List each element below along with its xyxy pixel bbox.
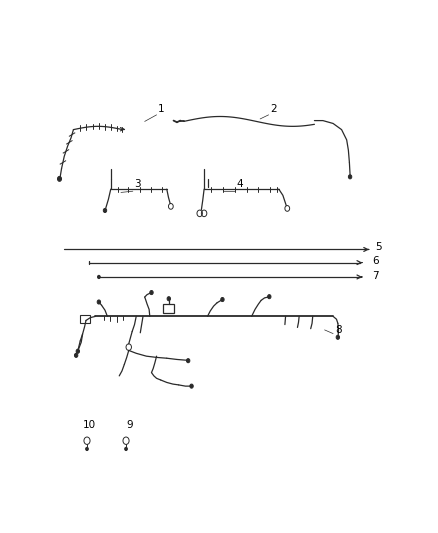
Circle shape xyxy=(74,353,78,358)
Text: 1: 1 xyxy=(158,104,165,114)
Text: 5: 5 xyxy=(375,242,382,252)
Circle shape xyxy=(336,335,339,340)
Circle shape xyxy=(97,300,101,304)
Circle shape xyxy=(348,175,352,179)
Text: 10: 10 xyxy=(83,420,96,430)
Text: 9: 9 xyxy=(126,420,133,430)
Bar xyxy=(163,304,174,313)
Circle shape xyxy=(167,297,170,301)
Text: 4: 4 xyxy=(237,179,243,189)
Text: 7: 7 xyxy=(372,271,379,281)
Circle shape xyxy=(150,290,153,295)
Circle shape xyxy=(125,447,127,450)
Text: 6: 6 xyxy=(372,256,379,266)
Circle shape xyxy=(103,208,107,213)
Text: 2: 2 xyxy=(270,104,277,114)
Bar xyxy=(80,315,90,324)
Circle shape xyxy=(190,384,193,388)
Circle shape xyxy=(268,295,271,298)
Circle shape xyxy=(76,349,80,353)
Circle shape xyxy=(57,176,61,181)
Text: 8: 8 xyxy=(335,325,342,335)
Text: 3: 3 xyxy=(134,179,141,189)
Circle shape xyxy=(98,276,100,279)
Circle shape xyxy=(221,297,224,302)
Circle shape xyxy=(86,447,88,450)
Circle shape xyxy=(187,359,190,363)
